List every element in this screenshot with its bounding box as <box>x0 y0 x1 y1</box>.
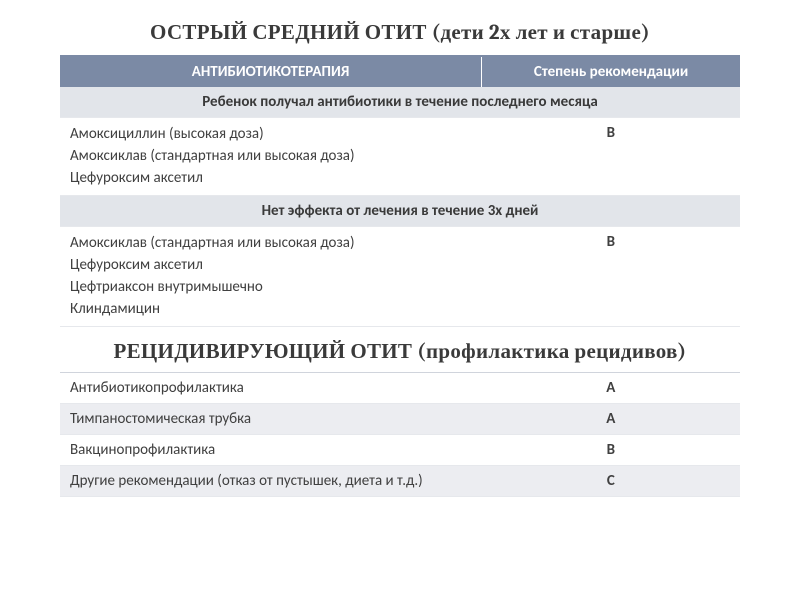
row-name: Вакцинопрофилактика <box>60 435 482 466</box>
table-row: Тимпаностомическая трубка A <box>60 404 740 435</box>
section-2-grade: B <box>482 227 740 327</box>
row-name: Другие рекомендации (отказ от пустышек, … <box>60 466 482 497</box>
med-item: Цефтриаксон внутримышечно <box>70 277 472 299</box>
med-item: Амоксиклав (стандартная или высокая доза… <box>70 146 472 168</box>
table-row: Другие рекомендации (отказ от пустышек, … <box>60 466 740 497</box>
table1-header-row: АНТИБИОТИКОТЕРАПИЯ Степень рекомендации <box>60 57 740 87</box>
row-grade: B <box>482 435 740 466</box>
col-antibiotic-therapy: АНТИБИОТИКОТЕРАПИЯ <box>60 57 482 87</box>
section-2-meds: Амоксиклав (стандартная или высокая доза… <box>60 227 482 327</box>
med-item: Цефуроксим аксетил <box>70 168 472 190</box>
section-2-body: Амоксиклав (стандартная или высокая доза… <box>60 227 740 327</box>
section-1-grade: B <box>482 118 740 196</box>
med-item: Амоксициллин (высокая доза) <box>70 124 472 146</box>
recurrent-prevention-table: Антибиотикопрофилактика A Тимпаностомиче… <box>60 372 740 497</box>
section-1-header: Ребенок получал антибиотики в течение по… <box>60 87 740 118</box>
page: ОСТРЫЙ СРЕДНИЙ ОТИТ (дети 2х лет и старш… <box>0 0 800 497</box>
section-2-header: Нет эффекта от лечения в течение 3х дней <box>60 196 740 227</box>
table-row: Антибиотикопрофилактика A <box>60 373 740 404</box>
med-item: Клиндамицин <box>70 299 472 321</box>
table-row: Вакцинопрофилактика B <box>60 435 740 466</box>
section-1-label: Ребенок получал антибиотики в течение по… <box>60 87 740 118</box>
section-1-meds: Амоксициллин (высокая доза) Амоксиклав (… <box>60 118 482 196</box>
med-item: Амоксиклав (стандартная или высокая доза… <box>70 233 472 255</box>
table1-wrapper: АНТИБИОТИКОТЕРАПИЯ Степень рекомендации … <box>60 55 740 327</box>
med-item: Цефуроксим аксетил <box>70 255 472 277</box>
row-name: Тимпаностомическая трубка <box>60 404 482 435</box>
row-grade: A <box>482 404 740 435</box>
row-grade: A <box>482 373 740 404</box>
antibiotic-therapy-table: АНТИБИОТИКОТЕРАПИЯ Степень рекомендации … <box>60 57 740 327</box>
section-1-body: Амоксициллин (высокая доза) Амоксиклав (… <box>60 118 740 196</box>
title-recurrent-otitis: РЕЦИДИВИРУЮЩИЙ ОТИТ (профилактика рециди… <box>60 339 740 364</box>
section-2-label: Нет эффекта от лечения в течение 3х дней <box>60 196 740 227</box>
title-acute-otitis: ОСТРЫЙ СРЕДНИЙ ОТИТ (дети 2х лет и старш… <box>60 20 740 45</box>
row-name: Антибиотикопрофилактика <box>60 373 482 404</box>
col-recommendation-grade: Степень рекомендации <box>482 57 740 87</box>
row-grade: C <box>482 466 740 497</box>
